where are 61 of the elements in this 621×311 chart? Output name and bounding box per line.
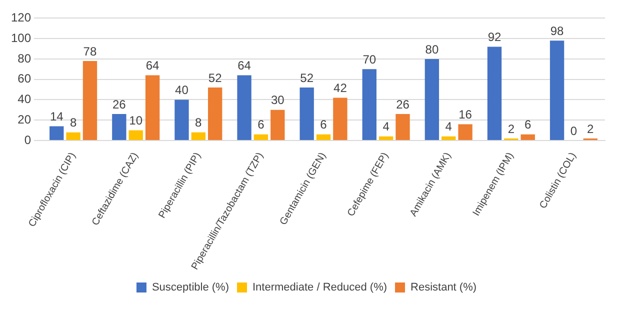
bar: [270, 110, 285, 140]
bar: [550, 40, 564, 140]
data-label: 14: [50, 110, 64, 124]
y-tick-label: 60: [18, 72, 32, 86]
y-tick-label: 0: [24, 132, 32, 147]
y-tick-label: 40: [18, 92, 32, 106]
bar: [458, 124, 472, 140]
data-label: 16: [458, 108, 472, 122]
data-label: 70: [362, 52, 376, 66]
bar: [191, 132, 206, 140]
bar: [50, 126, 64, 140]
bar: [145, 75, 160, 140]
bar: [174, 100, 189, 140]
data-label: 30: [270, 93, 285, 108]
bar: [237, 75, 252, 140]
bar: [316, 134, 331, 140]
y-tick-label: 80: [18, 51, 32, 66]
bar: [362, 69, 376, 140]
bar: [378, 136, 394, 140]
data-label: 10: [129, 114, 143, 128]
data-label: 0: [570, 124, 578, 138]
data-label: 6: [258, 118, 265, 132]
bar: [208, 88, 222, 140]
bar: [66, 132, 80, 140]
bar: [333, 98, 348, 140]
bar: [128, 130, 143, 140]
data-label: 78: [83, 44, 97, 58]
data-label: 6: [320, 118, 328, 132]
data-label: 6: [524, 118, 532, 132]
legend-label: Susceptible (%): [152, 282, 230, 294]
data-label: 4: [382, 120, 390, 134]
data-label: 42: [334, 81, 348, 96]
data-label: 40: [175, 83, 189, 98]
bar: [424, 58, 440, 140]
data-label: 98: [550, 24, 564, 38]
data-label: 64: [238, 58, 252, 73]
legend-label: Intermediate / Reduced (%): [252, 282, 388, 294]
legend-label: Resistant (%): [410, 282, 477, 294]
data-label: 52: [208, 70, 222, 85]
data-label: 92: [488, 30, 502, 44]
data-label: 52: [300, 70, 314, 85]
bar: [520, 134, 535, 140]
y-tick-label: 20: [18, 112, 32, 126]
data-label: 8: [195, 116, 202, 130]
y-tick-label: 120: [10, 10, 32, 25]
data-label: 2: [587, 122, 594, 136]
data-label: 26: [396, 97, 410, 112]
bar: [300, 88, 314, 140]
bar: [112, 114, 126, 140]
data-label: 8: [70, 116, 77, 130]
y-tick-label: 100: [10, 30, 32, 45]
bar: [254, 134, 268, 140]
data-label: 80: [425, 42, 439, 56]
bar: [442, 136, 456, 140]
bar: [396, 114, 410, 140]
data-label: 26: [112, 97, 126, 112]
data-label: 2: [508, 122, 515, 136]
bar: [82, 61, 98, 140]
data-label: 4: [445, 120, 452, 134]
bar: [487, 46, 502, 140]
data-label: 64: [146, 58, 160, 73]
